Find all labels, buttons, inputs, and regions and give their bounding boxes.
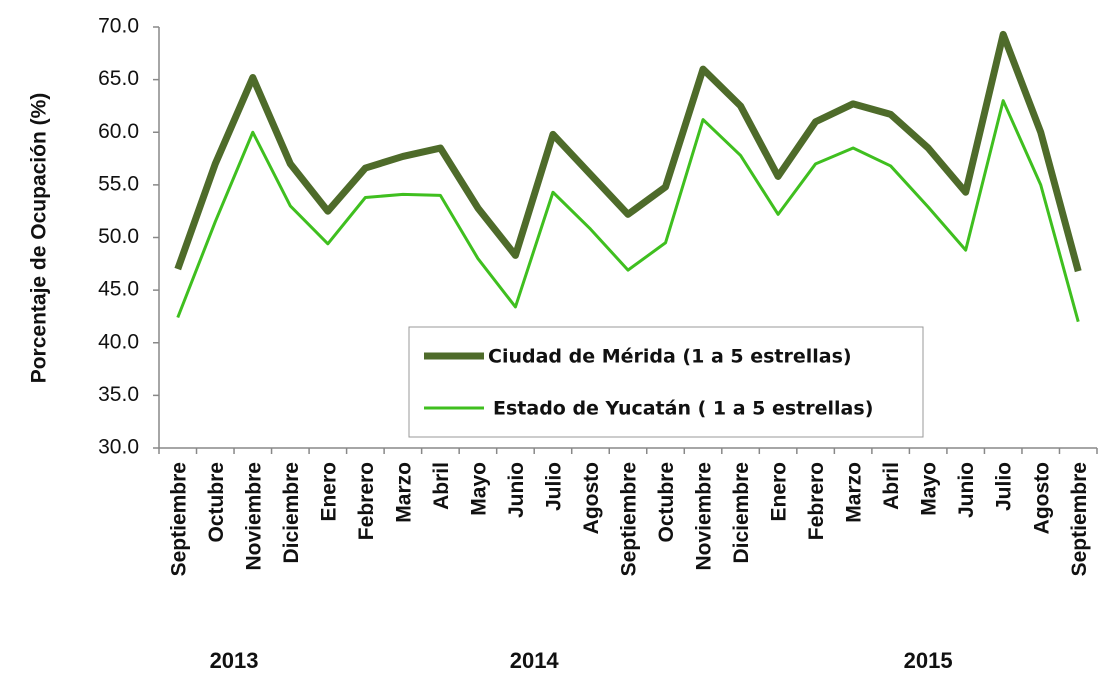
y-tick-label: 30.0 (98, 436, 139, 459)
x-tick-label: Marzo (392, 462, 415, 523)
year-label: 2013 (210, 648, 259, 673)
legend-label: Ciudad de Mérida (1 a 5 estrellas) (488, 346, 852, 368)
legend-label: Estado de Yucatán ( 1 a 5 estrellas) (493, 398, 873, 420)
series-line (176, 99, 1080, 323)
legend-box (408, 326, 924, 438)
x-tick-label: Noviembre (242, 462, 265, 571)
y-tick-label: 65.0 (98, 67, 139, 90)
x-tick-label: Junio (505, 462, 528, 518)
y-tick-label: 50.0 (98, 225, 139, 248)
x-tick-label: Junio (955, 462, 978, 518)
y-tick-label: 45.0 (98, 278, 139, 301)
x-tick-label: Agosto (1030, 462, 1053, 534)
x-tick-label: Abril (430, 462, 453, 510)
year-label: 2014 (510, 648, 560, 673)
x-tick-label: Octubre (655, 462, 678, 543)
x-tick-label: Julio (543, 462, 566, 511)
x-tick-label: Septiembre (167, 462, 190, 576)
x-tick-label: Febrero (805, 462, 828, 540)
y-tick-label: 60.0 (98, 120, 139, 143)
x-tick-label: Mayo (918, 462, 941, 516)
x-tick-label: Enero (317, 462, 340, 522)
year-label: 2015 (904, 648, 953, 673)
y-tick-label: 40.0 (98, 330, 139, 353)
y-tick-label: 35.0 (98, 383, 139, 406)
x-tick-label: Septiembre (1068, 462, 1091, 576)
x-tick-label: Julio (993, 462, 1016, 511)
x-tick-label: Diciembre (730, 462, 753, 564)
x-tick-label: Mayo (467, 462, 490, 516)
x-tick-label: Noviembre (693, 462, 716, 571)
x-tick-label: Enero (768, 462, 791, 522)
x-tick-label: Marzo (843, 462, 866, 523)
x-tick-label: Febrero (355, 462, 378, 540)
series-line (174, 30, 1082, 273)
x-tick-label: Septiembre (618, 462, 641, 576)
x-tick-label: Abril (880, 462, 903, 510)
x-tick-label: Agosto (580, 462, 603, 534)
x-tick-label: Diciembre (280, 462, 303, 564)
y-axis-title: Porcentaje de Ocupación (%) (28, 93, 51, 384)
x-tick-label: Octubre (205, 462, 228, 543)
y-tick-label: 70.0 (98, 15, 139, 38)
y-tick-label: 55.0 (98, 172, 139, 195)
